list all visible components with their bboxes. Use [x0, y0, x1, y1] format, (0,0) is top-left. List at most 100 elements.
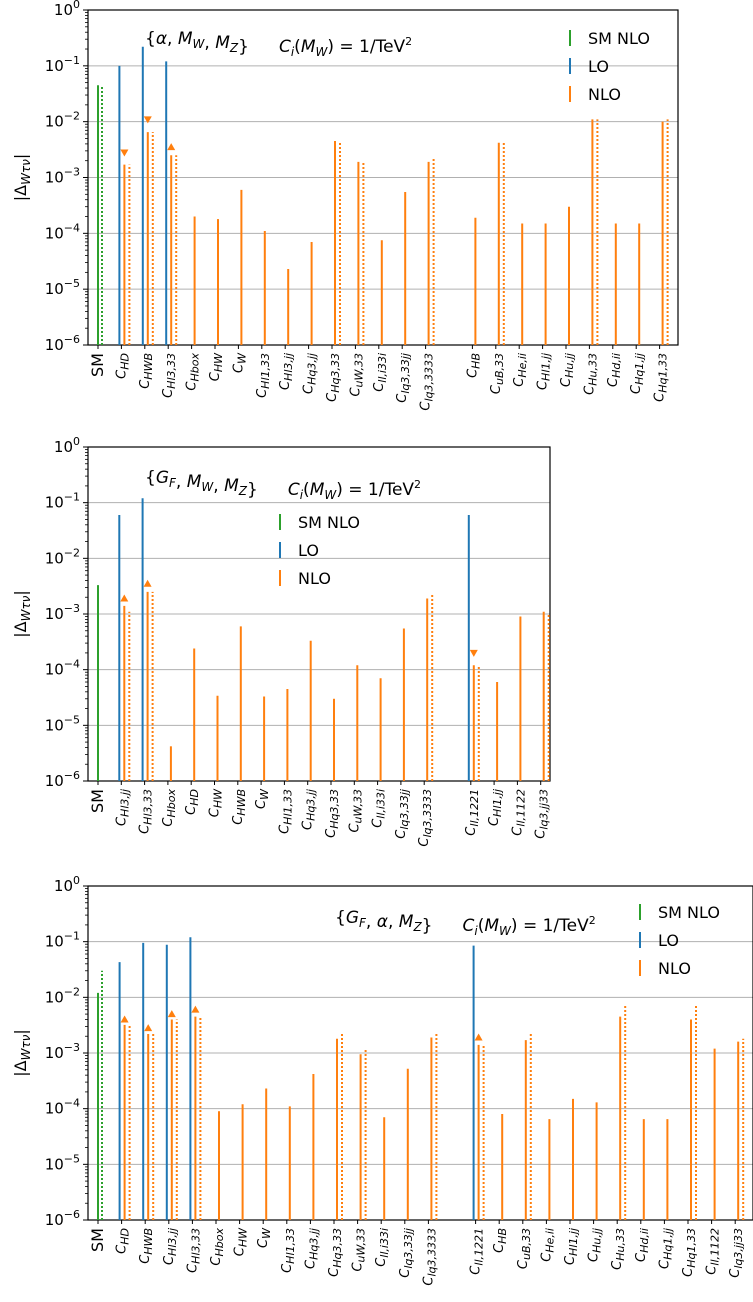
category-12: Cll,i33i [374, 1117, 391, 1267]
y-tick-label: 100 [54, 874, 80, 895]
x-tick-label: CW [231, 352, 248, 373]
category-7: CW [256, 1088, 273, 1248]
x-tick-label: Clq3,3333 [419, 353, 436, 411]
x-tick-label: CHl3,33 [185, 1228, 202, 1273]
x-tick-label: CHl3,jj [278, 352, 295, 390]
x-tick-label: CHq3,jj [302, 352, 319, 394]
x-tick-label: Clq3,33jj [394, 788, 411, 839]
category-19: Clq3,jj33 [534, 611, 551, 839]
x-tick-label: CHu,33 [582, 353, 599, 395]
category-11: CuW,33 [347, 665, 364, 833]
x-tick-label: CHq3,jj [303, 1227, 320, 1269]
x-tick-label: CHW [208, 352, 225, 381]
category-9: CHq3,jj [302, 241, 319, 394]
y-tick-label: 10−5 [45, 277, 80, 298]
category-12: Cll,i33i [372, 240, 389, 392]
legend-label: SM NLO [298, 513, 360, 532]
x-tick-label: CHq1,33 [653, 353, 670, 402]
x-tick-label: CHWB [231, 789, 248, 825]
marker-up [120, 594, 129, 602]
category-14: Clq3,3333 [417, 594, 434, 847]
x-tick-label: CuB,33 [489, 353, 506, 394]
x-tick-label: CHl1,jj [563, 1227, 580, 1265]
x-tick-label: CuW,33 [347, 789, 364, 833]
x-tick-label: Clq3,33jj [395, 352, 412, 403]
x-tick-label: Cll,i33i [371, 789, 388, 828]
category-2: CHl3,33 [138, 498, 155, 834]
x-tick-label: CHd,ii [606, 353, 623, 387]
legend-label: LO [588, 57, 609, 76]
x-tick-label: CHl3,33 [161, 353, 178, 398]
x-tick-label: Cll,1221 [464, 789, 481, 836]
category-4: CHbox [185, 216, 202, 391]
category-6: CW [231, 189, 248, 373]
category-0: SM [88, 585, 107, 813]
marker-up [120, 1015, 129, 1023]
category-8: CHl1,33 [280, 1106, 297, 1273]
category-13: Clq3,33jj [398, 1068, 415, 1278]
y-tick-label: 10−2 [45, 985, 80, 1006]
legend-label: LO [658, 931, 679, 950]
category-4: CHD [184, 648, 201, 815]
x-tick-label: CHD [114, 353, 131, 379]
y-tick-label: 10−1 [45, 491, 80, 512]
category-5: CHW [208, 219, 225, 381]
y-tick-label: 10−1 [45, 54, 80, 75]
x-tick-label: Cll,i33i [372, 353, 389, 392]
y-tick-label: 10−5 [45, 1152, 80, 1173]
x-tick-label: CW [256, 1227, 273, 1248]
chart-title: {GF, MW, MZ} Ci(MW) = 1/TeV2 [145, 468, 421, 502]
category-16: CHB [465, 217, 482, 378]
category-6: CHWB [231, 626, 248, 825]
category-1: CHD [114, 65, 131, 379]
x-tick-label: CHq3,33 [325, 353, 342, 402]
category-16: Cll,1221 [464, 515, 481, 836]
category-18: Cll,1122 [510, 616, 527, 836]
legend: SM NLO LO NLO [279, 513, 360, 588]
plot-frame [87, 446, 551, 782]
chart-panel-3: 100 10−1 10−2 10−3 10−4 10−5 10−6 |ΔWτν| {GF, α,… [11, 874, 753, 1286]
x-tick-label: Cll,i33i [374, 1228, 391, 1267]
x-tick-label: CHl3,33 [138, 789, 155, 834]
category-13: Clq3,33jj [395, 191, 412, 403]
y-tick-label: 10−2 [45, 110, 80, 131]
x-tick-label: CuW,33 [348, 353, 365, 397]
x-tick-label: CHq1,jj [657, 1227, 674, 1269]
x-tick-label: CHl1,jj [487, 788, 504, 826]
y-axis-label: |ΔWτν| [11, 590, 33, 638]
category-22: CHd,ii [606, 223, 623, 387]
x-tick-label: Clq3,33jj [398, 1227, 415, 1278]
legend: SM NLO LO NLO [569, 29, 650, 104]
x-tick-label: CHe,ii [512, 353, 529, 387]
x-tick-label: CHu,jj [559, 352, 576, 387]
marker-up [191, 1005, 200, 1013]
category-20: CHl1,jj [563, 1098, 580, 1265]
legend-label: NLO [658, 959, 691, 978]
chart-panel-1: 100 10−1 10−2 10−3 10−4 10−5 10−6 |ΔWτν| {α, MW,… [11, 0, 679, 411]
chart-panel-2: 100 10−1 10−2 10−3 10−4 10−5 10−6 |ΔWτν| {GF, MW… [11, 435, 551, 847]
category-0: SM [88, 85, 107, 377]
x-tick-label: CuB,33 [516, 1228, 533, 1269]
y-tick-label: 10−3 [45, 602, 80, 623]
x-tick-label: CHWB [138, 1228, 155, 1264]
x-tick-label: CHbox [209, 1228, 226, 1266]
x-tick-label: CHl1,jj [536, 352, 553, 390]
category-1: CHD [115, 962, 132, 1254]
category-25: CHq1,33 [681, 1005, 698, 1277]
marker-down [143, 116, 152, 124]
plot-frame [87, 9, 679, 346]
category-9: CHq3,jj [303, 1073, 320, 1269]
marker-down [120, 149, 129, 157]
category-0: SM [88, 970, 107, 1252]
y-tick-label: 10−3 [45, 166, 80, 187]
x-tick-label: CHe,ii [539, 1228, 556, 1262]
x-tick-label: CHl1,33 [277, 789, 294, 834]
x-tick-label: CHu,jj [587, 1227, 604, 1262]
category-18: CHe,ii [512, 223, 529, 387]
category-11: CuW,33 [351, 1048, 368, 1272]
legend: SM NLO LO NLO [639, 903, 720, 978]
category-24: CHq1,jj [657, 1119, 674, 1269]
x-tick-label: Clq3,jj33 [534, 789, 551, 839]
category-7: CHl1,33 [255, 231, 272, 398]
